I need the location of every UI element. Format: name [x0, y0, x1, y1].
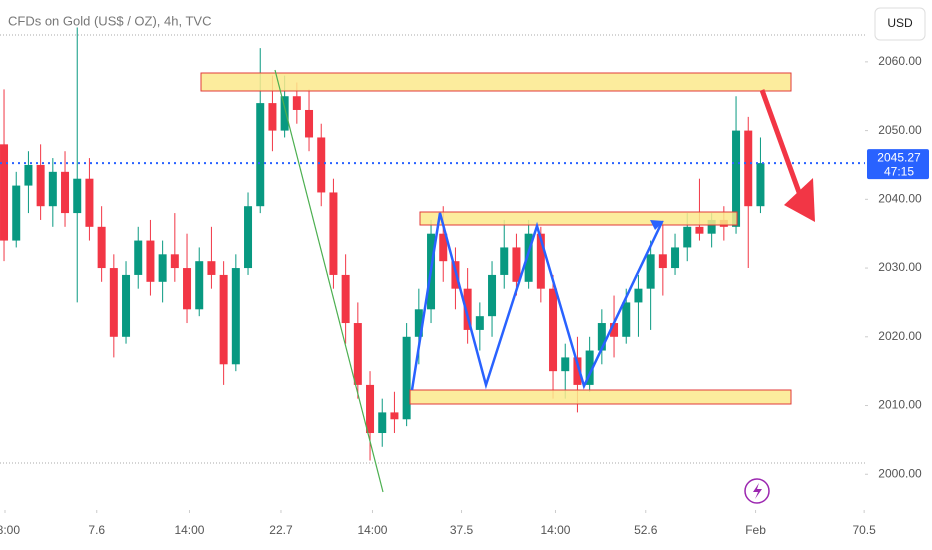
candle-body [378, 412, 387, 434]
candle-body [549, 288, 558, 372]
candle-body [109, 268, 118, 337]
candle-body [268, 103, 277, 131]
zigzag [410, 212, 664, 391]
candle-body [146, 240, 155, 282]
x-tick-label: 37.5 [450, 523, 474, 537]
candle-body [219, 274, 228, 365]
candle-body [646, 254, 655, 289]
candle-body [195, 261, 204, 310]
currency-button[interactable] [874, 7, 926, 41]
x-tick-label: 14:00 [540, 523, 570, 537]
candle-body [24, 164, 33, 186]
x-tick-label: 18:00 [0, 523, 20, 537]
resistance-zone [200, 72, 792, 92]
y-tick-label: 2020.00 [878, 329, 922, 343]
candle-body [463, 288, 472, 330]
candle-body [597, 323, 606, 351]
candle-body [695, 226, 704, 234]
axes: 2000.00 2010.00 2020.00 2030.00 2040.00 2050.… [0, 54, 929, 537]
candle-body [231, 268, 240, 365]
candle-body [61, 171, 70, 214]
x-tick-label: 22.7 [269, 523, 293, 537]
down-arrow-shaft [759, 89, 803, 196]
zigzag-arrow [650, 220, 664, 230]
neckline-zone [419, 211, 738, 226]
candle-body [439, 233, 448, 262]
candle-body [12, 185, 21, 241]
last-price-label: 2045.27 [877, 150, 921, 164]
x-tick-label: 14:00 [357, 523, 387, 537]
candle-body [414, 309, 423, 337]
y-tick-label: 2040.00 [878, 191, 922, 205]
candle-body [134, 240, 143, 275]
candle-body [341, 274, 350, 324]
y-tick-label: 2060.00 [878, 54, 922, 68]
y-tick-label: 2050.00 [878, 123, 922, 137]
candle-body [402, 336, 411, 420]
x-tick-label: 14:00 [174, 523, 204, 537]
candle-body [85, 178, 94, 227]
candle-body [244, 206, 253, 269]
candle-body [732, 130, 741, 227]
candle-body [475, 316, 484, 330]
candle-body [0, 144, 9, 241]
x-tick-label: 70.5 [852, 523, 876, 537]
candle-body [390, 412, 399, 420]
candle-body [183, 268, 192, 310]
x-tick-label: 52.6 [634, 523, 658, 537]
candle-body [524, 233, 533, 282]
candle-body [207, 261, 216, 275]
candle-body [561, 357, 570, 372]
trend-line [274, 69, 384, 493]
candle-body [634, 288, 643, 303]
countdown: 47:15 [884, 164, 914, 178]
candle-body [170, 254, 179, 269]
candle-body [36, 164, 45, 207]
candle-body [97, 226, 106, 269]
currency[interactable]: USD [887, 16, 913, 30]
candle-body [48, 171, 57, 207]
candle-body [366, 384, 375, 434]
candle-body [536, 233, 545, 289]
candle-body [280, 96, 289, 131]
y-tick-label: 2030.00 [878, 260, 922, 274]
plot [0, 27, 865, 461]
candle-body [756, 163, 765, 207]
candle-body [292, 96, 301, 110]
chart-title: CFDs on Gold (US$ / OZ), 4h, TVC [8, 13, 211, 28]
candle-body [329, 192, 338, 275]
candle-body [256, 103, 265, 207]
candle-body [658, 254, 667, 269]
candle-body [73, 178, 82, 214]
candle-body [671, 247, 680, 269]
y-tick-label: 2010.00 [878, 398, 922, 412]
support-zone [409, 389, 792, 405]
candle-body [585, 350, 594, 385]
candle-body [622, 302, 631, 337]
candle-body [317, 137, 326, 193]
candle-body [707, 219, 716, 234]
candle-body [512, 247, 521, 282]
last-price-box [867, 149, 929, 180]
candle-body [744, 130, 753, 207]
candle-body [353, 323, 362, 385]
candle-body [305, 109, 314, 138]
down-arrow-head [784, 178, 815, 222]
candle-body [610, 323, 619, 337]
event-bolt [753, 483, 762, 499]
candle-body [158, 254, 167, 282]
candle-body [488, 274, 497, 317]
y-tick-label: 2000.00 [878, 466, 922, 480]
candle-body [683, 226, 692, 248]
drawings [200, 69, 815, 504]
x-tick-label: 7.6 [88, 523, 105, 537]
candle-body [122, 274, 131, 337]
candle-body [500, 247, 509, 275]
x-tick-label: Feb [745, 523, 766, 537]
candle-body [573, 357, 582, 385]
